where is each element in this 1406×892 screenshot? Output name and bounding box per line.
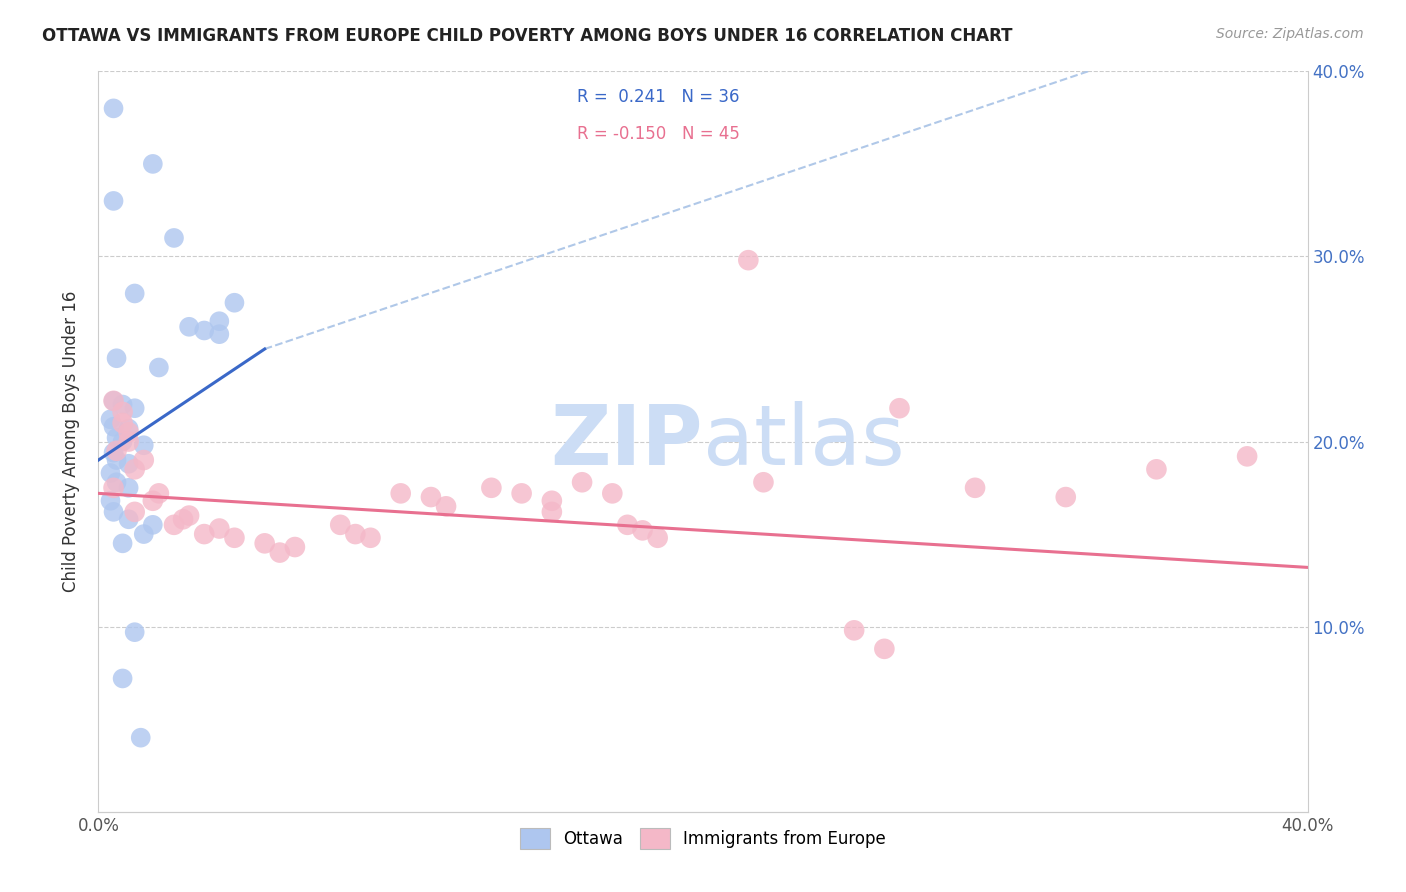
Point	[103, 194, 125, 208]
Point	[616, 517, 638, 532]
Point	[111, 434, 134, 449]
Point	[105, 443, 128, 458]
Point	[193, 324, 215, 338]
Point	[142, 493, 165, 508]
Point	[360, 531, 382, 545]
Point	[105, 351, 128, 366]
Point	[172, 512, 194, 526]
Point	[100, 493, 122, 508]
Point	[481, 481, 503, 495]
Point	[844, 624, 866, 638]
Point	[111, 405, 134, 419]
Point	[224, 531, 246, 545]
Point	[103, 101, 125, 115]
Point	[631, 524, 654, 538]
Point	[344, 527, 367, 541]
Point	[111, 672, 134, 686]
Point	[208, 327, 231, 342]
Point	[737, 253, 759, 268]
Legend: Ottawa, Immigrants from Europe: Ottawa, Immigrants from Europe	[513, 822, 893, 855]
Point	[163, 517, 186, 532]
Point	[100, 466, 122, 480]
Point	[103, 419, 125, 434]
Point	[1054, 490, 1077, 504]
Point	[163, 231, 186, 245]
Point	[103, 393, 125, 408]
Point	[571, 475, 593, 490]
Y-axis label: Child Poverty Among Boys Under 16: Child Poverty Among Boys Under 16	[62, 291, 80, 592]
Point	[118, 457, 141, 471]
Point	[129, 731, 152, 745]
Point	[752, 475, 775, 490]
Point	[118, 421, 141, 435]
Point	[105, 475, 128, 490]
Point	[105, 431, 128, 445]
Point	[873, 641, 896, 656]
Point	[208, 314, 231, 328]
Point	[132, 438, 155, 452]
Point	[124, 625, 146, 640]
Text: R = -0.150   N = 45: R = -0.150 N = 45	[578, 125, 740, 144]
Text: OTTAWA VS IMMIGRANTS FROM EUROPE CHILD POVERTY AMONG BOYS UNDER 16 CORRELATION C: OTTAWA VS IMMIGRANTS FROM EUROPE CHILD P…	[42, 27, 1012, 45]
Point	[1236, 450, 1258, 464]
Point	[111, 536, 134, 550]
Point	[647, 531, 669, 545]
Point	[100, 412, 122, 426]
Point	[434, 500, 457, 514]
Point	[103, 481, 125, 495]
Point	[179, 319, 201, 334]
Point	[111, 416, 134, 430]
Point	[142, 517, 165, 532]
Point	[602, 486, 624, 500]
Point	[124, 286, 146, 301]
Point	[124, 462, 146, 476]
Point	[118, 425, 141, 440]
Point	[193, 527, 215, 541]
Text: atlas: atlas	[703, 401, 904, 482]
Text: ZIP: ZIP	[551, 401, 703, 482]
Point	[103, 393, 125, 408]
Point	[420, 490, 443, 504]
Point	[269, 545, 291, 560]
Point	[889, 401, 911, 416]
Point	[540, 493, 562, 508]
Point	[118, 481, 141, 495]
Point	[118, 434, 141, 449]
Point	[124, 401, 146, 416]
Point	[103, 445, 125, 459]
Point	[124, 505, 146, 519]
Point	[132, 527, 155, 541]
Point	[179, 508, 201, 523]
Point	[224, 295, 246, 310]
Point	[284, 540, 307, 554]
Point	[389, 486, 412, 500]
Point	[148, 486, 170, 500]
Point	[329, 517, 352, 532]
Text: Source: ZipAtlas.com: Source: ZipAtlas.com	[1216, 27, 1364, 41]
Text: R =  0.241   N = 36: R = 0.241 N = 36	[578, 88, 740, 106]
Point	[148, 360, 170, 375]
Point	[540, 505, 562, 519]
Point	[510, 486, 533, 500]
Point	[103, 505, 125, 519]
Point	[208, 522, 231, 536]
Point	[253, 536, 276, 550]
Point	[118, 512, 141, 526]
Point	[105, 453, 128, 467]
Point	[965, 481, 987, 495]
Point	[132, 453, 155, 467]
Point	[1144, 462, 1167, 476]
Point	[142, 157, 165, 171]
Point	[111, 398, 134, 412]
